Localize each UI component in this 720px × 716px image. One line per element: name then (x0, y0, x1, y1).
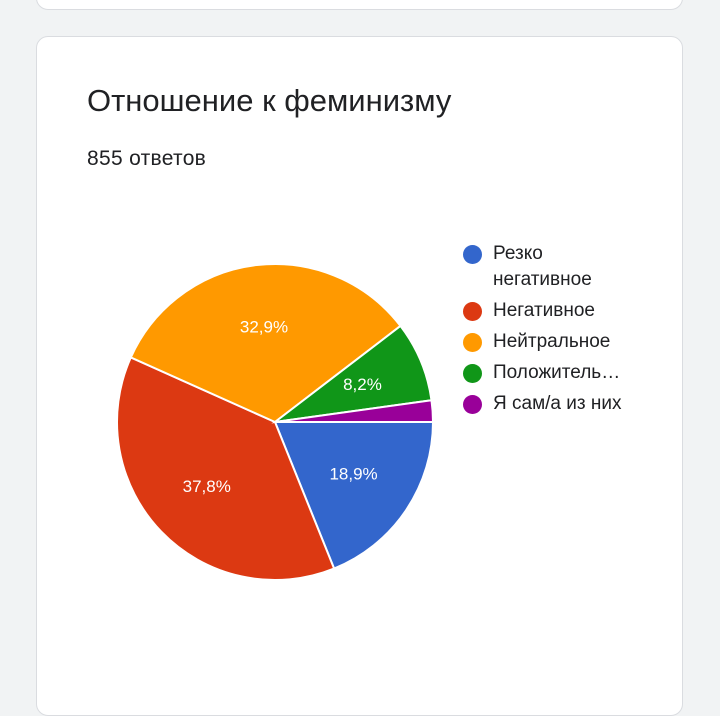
legend-swatch (463, 302, 482, 321)
legend-swatch (463, 364, 482, 383)
slice-data-label: 32,9% (240, 317, 288, 336)
legend-label: Положитель… (493, 362, 621, 383)
chart-title: Отношение к феминизму (87, 83, 452, 118)
question-card: Отношение к феминизму 855 ответов 18,9% 3… (36, 36, 683, 716)
legend-label: Резко негативное (493, 243, 592, 290)
pie-slice[interactable] (273, 421, 435, 570)
chart-legend: Резко негативное Негативное Нейтральное Пол… (463, 241, 663, 422)
slice-data-label: 8,2% (343, 375, 382, 394)
legend-swatch (463, 395, 482, 414)
previous-card (36, 0, 683, 10)
legend-label: Негативное (493, 300, 595, 321)
legend-item[interactable]: Резко негативное (463, 241, 633, 293)
legend-swatch (463, 245, 482, 264)
legend-item[interactable]: Я сам/а из них (463, 391, 633, 417)
pie-slice[interactable] (116, 356, 336, 581)
legend-item[interactable]: Негативное (463, 298, 653, 324)
legend-label: Нейтральное (493, 331, 611, 352)
slice-data-label: 18,9% (329, 465, 377, 484)
legend-item[interactable]: Нейтральное (463, 329, 653, 355)
pie-slice[interactable] (274, 399, 435, 423)
response-count: 855 ответов (87, 147, 207, 170)
pie-slice[interactable] (129, 263, 402, 424)
legend-label: Я сам/а из них (493, 393, 622, 414)
pie-chart: 18,9% 37,8% 32,9% 8,2% (116, 263, 435, 581)
legend-swatch (463, 333, 482, 352)
slice-data-label: 37,8% (183, 477, 231, 496)
legend-item[interactable]: Положитель… (463, 360, 653, 386)
